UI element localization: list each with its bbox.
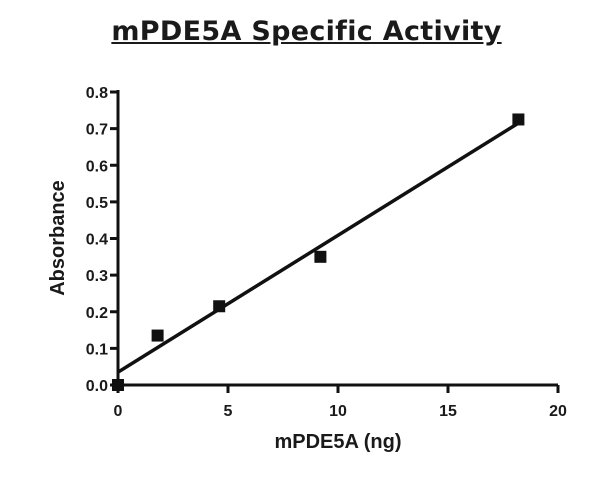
axes — [116, 90, 558, 387]
data-point — [314, 250, 327, 263]
regression-line-group — [117, 121, 520, 374]
data-point — [112, 379, 124, 391]
y-tick-label: 0.4 — [86, 232, 108, 249]
y-tick-label: 0.5 — [86, 195, 108, 212]
x-tick-label: 10 — [329, 403, 347, 420]
y-tick-label: 0.7 — [86, 122, 108, 139]
x-tick-label: 20 — [549, 403, 567, 420]
x-axis-ticks: 0 5 10 15 20 — [114, 385, 567, 420]
x-axis-title: mPDE5A (ng) — [274, 431, 401, 453]
y-tick-label: 0.0 — [86, 378, 108, 395]
data-point — [213, 300, 226, 313]
y-axis-title: Absorbance — [47, 180, 69, 296]
x-tick-label: 0 — [114, 403, 123, 420]
data-point — [151, 329, 164, 342]
chart-title: mPDE5A Specific Activity — [111, 16, 502, 47]
y-tick-label: 0.2 — [86, 305, 108, 322]
y-tick-label: 0.8 — [86, 85, 108, 102]
regression-line — [117, 121, 520, 374]
x-tick-label: 5 — [224, 403, 233, 420]
data-point — [512, 113, 525, 126]
data-points — [112, 113, 525, 391]
x-tick-label: 15 — [439, 403, 457, 420]
y-tick-label: 0.1 — [86, 341, 108, 358]
y-tick-label: 0.6 — [86, 158, 108, 175]
y-tick-label: 0.3 — [86, 268, 108, 285]
y-axis-ticks: 0.0 0.1 0.2 0.3 0.4 0.5 0.6 0.7 0.8 — [86, 85, 118, 395]
